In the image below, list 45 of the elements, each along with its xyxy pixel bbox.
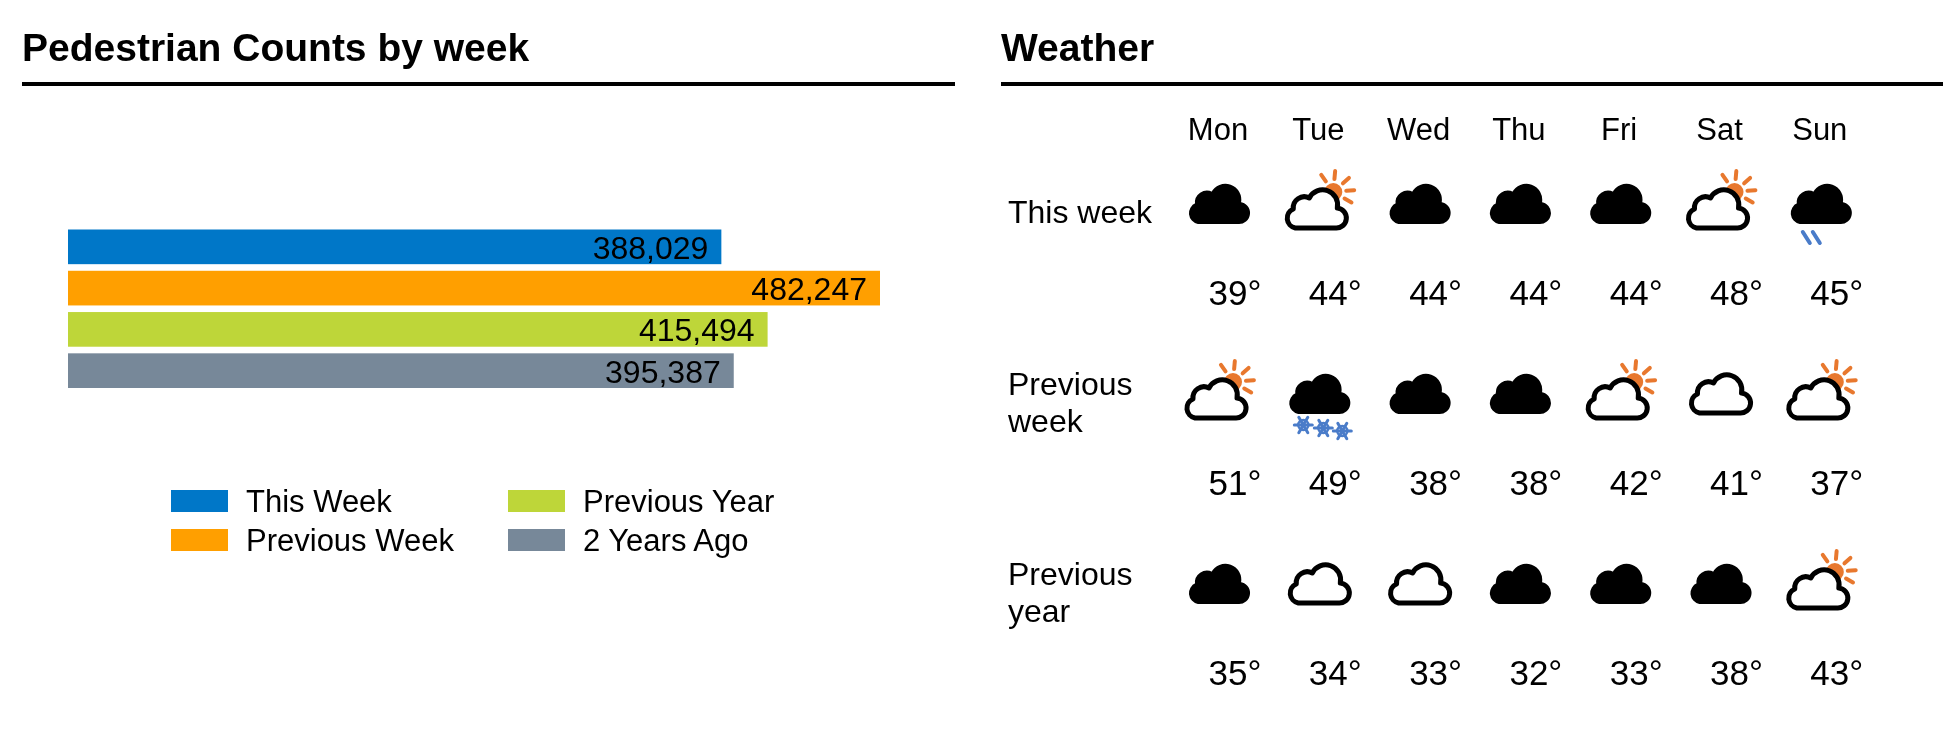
chart-title: Pedestrian Counts by week	[22, 26, 530, 69]
text: 49°	[1308, 462, 1362, 502]
text: 38°	[1710, 652, 1763, 692]
text: 44°	[1509, 272, 1563, 312]
text: 48°	[1710, 272, 1763, 312]
bar	[68, 270, 880, 306]
data-label: 415,494	[638, 312, 755, 349]
text: 43°	[1810, 652, 1864, 692]
data-label: 482,247	[751, 271, 867, 308]
text: 41°	[1710, 462, 1763, 502]
text: 51°	[1208, 462, 1262, 502]
data-label: 388,029	[592, 229, 709, 266]
text: 35°	[1208, 652, 1262, 692]
category-label: Sat	[1696, 111, 1744, 147]
category-label: Fri	[1601, 111, 1638, 147]
category-label: Wed	[1387, 111, 1451, 147]
category-label: Previous year	[1008, 555, 1133, 629]
text: 38°	[1509, 462, 1563, 502]
text: 45°	[1810, 272, 1864, 312]
bar	[68, 229, 722, 265]
bar	[68, 353, 734, 388]
text: 33°	[1409, 652, 1463, 692]
text: 38°	[1409, 462, 1463, 502]
text: 37°	[1810, 462, 1864, 502]
text: 33°	[1609, 652, 1663, 692]
category-label: Previous week	[1008, 365, 1133, 439]
text: Weather	[1001, 26, 1155, 69]
category-label: Tue	[1292, 111, 1345, 147]
text: 44°	[1609, 272, 1663, 312]
legend-label: 2 Years Ago	[583, 522, 749, 558]
data-label: 395,387	[605, 353, 721, 390]
legend-label: This Week	[246, 483, 393, 519]
text: 42°	[1609, 462, 1663, 502]
legend-label: Previous Year	[583, 483, 775, 519]
legend-label: Previous Week	[246, 522, 455, 558]
text: 32°	[1509, 652, 1563, 692]
category-label: Mon	[1187, 111, 1249, 147]
category-label: This week	[1008, 194, 1153, 230]
text: 34°	[1308, 652, 1362, 692]
text: 39°	[1208, 272, 1262, 312]
bar	[68, 312, 768, 347]
category-label: Sun	[1792, 111, 1848, 147]
text: 44°	[1409, 272, 1463, 312]
text: 44°	[1308, 272, 1362, 312]
category-label: Thu	[1492, 111, 1546, 147]
